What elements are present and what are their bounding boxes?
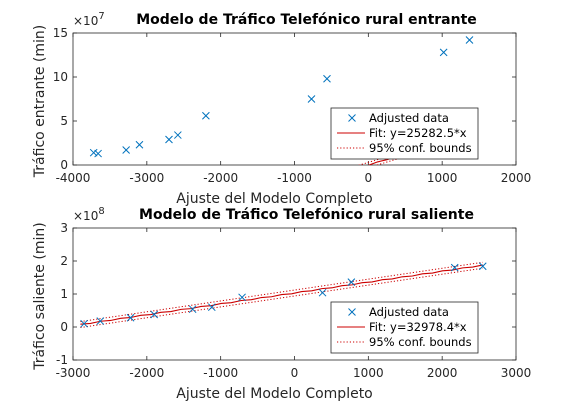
x-tick-label: -4000 (56, 171, 91, 185)
chart-title: Modelo de Tráfico Telefónico rural salie… (139, 207, 474, 223)
legend-entry: 95% conf. bounds (369, 335, 472, 349)
y-exponent-power: 7 (98, 11, 104, 22)
y-tick-label: 2 (60, 254, 68, 268)
x-tick-label: 2000 (501, 171, 532, 185)
y-tick-label: 3 (60, 221, 68, 235)
y-exponent-label: ×108 (73, 206, 105, 223)
y-exponent-label: ×107 (73, 11, 105, 28)
x-tick-label: -1000 (277, 171, 312, 185)
legend-entry: 95% conf. bounds (369, 141, 472, 155)
y-axis-label: Tráfico saliente (min) (32, 222, 48, 370)
x-tick-label: 0 (365, 171, 373, 185)
y-tick-label: -1 (56, 353, 68, 367)
x-tick-label: -2000 (203, 171, 238, 185)
x-tick-label: 0 (291, 366, 299, 380)
y-exponent-power: 8 (98, 206, 104, 217)
y-exponent-base: ×10 (73, 14, 98, 28)
y-tick-label: 0 (60, 158, 68, 172)
y-tick-label: 15 (53, 26, 68, 40)
chart-2: -3000 -2000 -1000 0 1000 2000 3000 -1 0 1 2 3 ×108 Mo… (32, 206, 531, 402)
y-exponent-base: ×10 (73, 209, 98, 223)
legend-entry: Adjusted data (369, 111, 449, 125)
x-tick-label: 3000 (501, 366, 532, 380)
legend-entry: Adjusted data (369, 305, 449, 319)
x-tick-label: 1000 (353, 366, 384, 380)
y-tick-label: 1 (60, 287, 68, 301)
x-axis-label: Ajuste del Modelo Completo (176, 191, 373, 207)
x-tick-label: 1000 (427, 171, 458, 185)
y-tick-label: 0 (60, 320, 68, 334)
x-axis-label: Ajuste del Modelo Completo (176, 386, 373, 402)
y-tick-label: 10 (53, 70, 68, 84)
legend-entry: Fit: y=32978.4*x (369, 320, 467, 334)
y-axis-label: Tráfico entrante (min) (32, 25, 48, 178)
x-tick-label: -3000 (56, 366, 91, 380)
x-tick-label: -1000 (203, 366, 238, 380)
y-tick-label: 5 (60, 114, 68, 128)
x-tick-label: 2000 (427, 366, 458, 380)
legend-entry: Fit: y=25282.5*x (369, 126, 467, 140)
x-tick-label: -3000 (129, 171, 164, 185)
chart-title: Modelo de Tráfico Telefónico rural entra… (136, 12, 477, 28)
x-tick-label: -2000 (129, 366, 164, 380)
